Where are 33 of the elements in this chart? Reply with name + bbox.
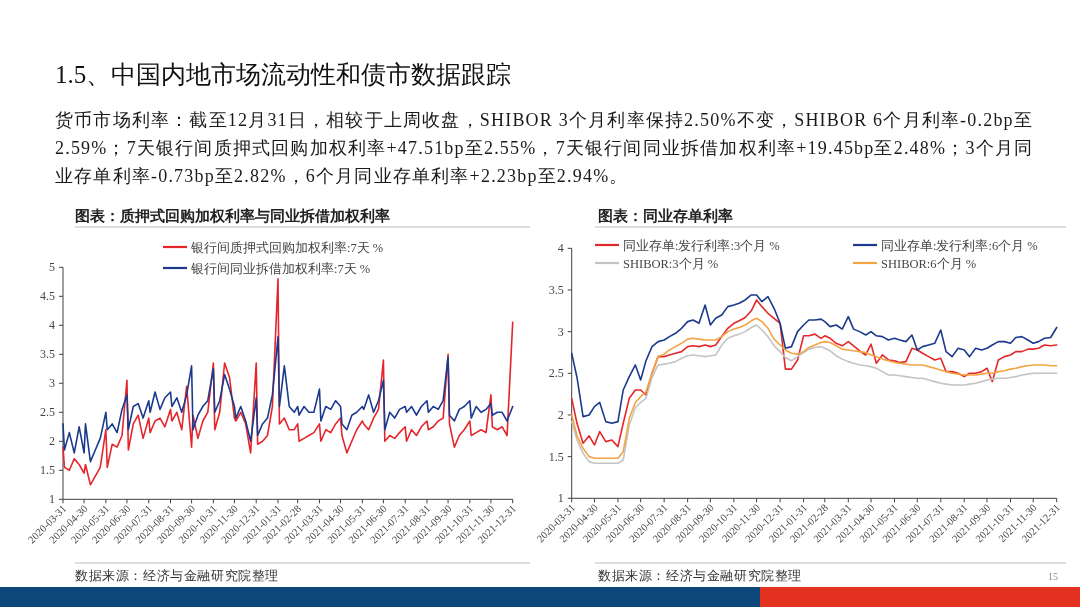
legend-label: 同业存单:发行利率:6个月 % (881, 237, 1038, 253)
y-tick-label: 2 (557, 407, 564, 422)
legend-label: 同业存单:发行利率:3个月 % (623, 237, 780, 253)
legend-label: SHIBOR:6个月 % (881, 256, 977, 271)
y-tick-label: 2 (49, 434, 55, 449)
y-tick-label: 3 (557, 324, 564, 339)
y-tick-label: 2.5 (40, 405, 55, 420)
line-series (570, 299, 1058, 448)
legend-label: SHIBOR:3个月 % (623, 256, 719, 271)
y-tick-label: 1.5 (548, 449, 564, 464)
line-series (62, 336, 514, 463)
chart-title: 图表：同业存单利率 (598, 207, 733, 224)
chart-title: 图表：质押式回购加权利率与同业拆借加权利率 (75, 207, 390, 224)
y-tick-label: 5 (49, 260, 55, 275)
y-tick-label: 4 (49, 318, 55, 333)
source-note: 数据来源：经济与金融研究院整理 (598, 569, 802, 583)
y-tick-label: 4 (557, 241, 564, 256)
y-tick-label: 3.5 (40, 347, 55, 362)
paragraph: 货币市场利率：截至12月31日，相较于上周收盘，SHIBOR 3个月利率保持2.50%不变，SHIBOR 6个月利率-0.2bp至2.59%；7天银行间质押式回购加权利率+47.51bp至2.55%，7天银行间同业拆借加权利率+19.45bp至2.48%；3个月同业存单利率-0.73bp至2.82%，6个月同业存单利率+2.23bp至2.94%。 (55, 110, 1034, 186)
legend-label: 银行间质押式回购加权利率:7天 % (190, 239, 384, 255)
y-tick-label: 2.5 (548, 366, 564, 381)
line-series (62, 278, 514, 486)
y-tick-label: 1.5 (40, 463, 55, 478)
y-tick-label: 4.5 (40, 289, 55, 304)
text: 15 (1048, 571, 1058, 582)
text: 1.5、中国内地市场流动性和债市数据跟踪 (55, 61, 512, 88)
y-tick-label: 3 (49, 376, 55, 391)
y-tick-label: 1 (557, 491, 564, 506)
source-note: 数据来源：经济与金融研究院整理 (75, 569, 279, 583)
line-series (570, 294, 1058, 425)
y-tick-label: 3.5 (548, 282, 564, 297)
y-tick-label: 1 (49, 492, 55, 507)
legend-label: 银行间同业拆借加权利率:7天 % (190, 260, 371, 276)
